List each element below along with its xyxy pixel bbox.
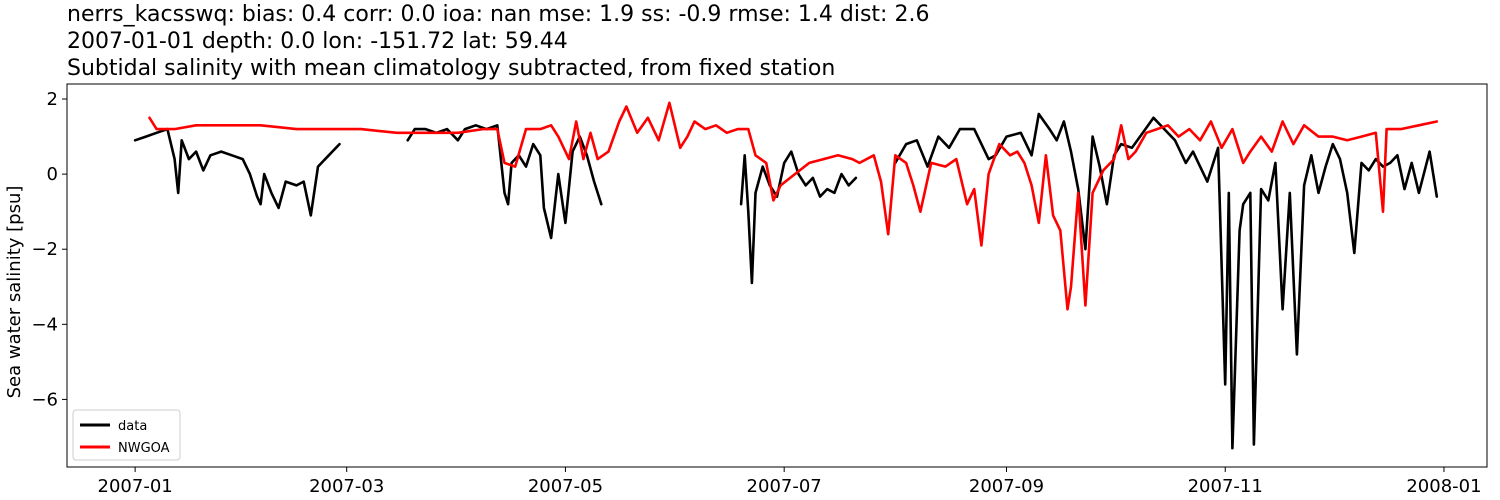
y-axis-label: Sea water salinity [psu]: [4, 186, 25, 399]
series-line-data-segment-2: [406, 124, 603, 240]
series-line-data-segment-1: [133, 127, 341, 217]
legend: data NWGOA: [72, 409, 181, 461]
y-axis: 2 0 −2 −4 −6: [31, 89, 67, 410]
y-tick-label: −4: [31, 314, 58, 335]
chart-title-line-1: nerrs_kacsswq: bias: 0.4 corr: 0.0 ioa: …: [67, 2, 930, 27]
x-tick-label: 2007-09: [969, 476, 1044, 497]
x-tick-label: 2007-03: [309, 476, 384, 497]
legend-label-data: data: [118, 419, 147, 434]
chart-title-line-3: Subtidal salinity with mean climatology …: [67, 56, 836, 81]
y-tick-label: 2: [47, 89, 58, 110]
y-tick-label: −2: [31, 239, 58, 260]
series-line-data-segment-3: [739, 150, 858, 285]
chart-title-line-2: 2007-01-01 depth: 0.0 lon: -151.72 lat: …: [67, 29, 568, 54]
x-tick-label: 2008-01: [1406, 476, 1481, 497]
x-tick-label: 2007-01: [98, 476, 173, 497]
y-tick-label: −6: [31, 389, 58, 410]
plot-area-frame: [66, 83, 1488, 468]
x-tick-label: 2007-11: [1188, 476, 1263, 497]
series-line-nwgoa-segment-1: [148, 101, 1439, 311]
x-tick-label: 2007-07: [747, 476, 822, 497]
series-line-data-segment-4: [893, 112, 1439, 450]
x-tick-label: 2007-05: [528, 476, 603, 497]
legend-label-nwgoa: NWGOA: [118, 441, 170, 456]
series-layer: [133, 101, 1439, 450]
x-axis: 2007-01 2007-03 2007-05 2007-07 2007-09 2007-…: [98, 467, 1482, 497]
y-tick-label: 0: [47, 164, 58, 185]
chart-title-block: nerrs_kacsswq: bias: 0.4 corr: 0.0 ioa: …: [67, 1, 1487, 82]
